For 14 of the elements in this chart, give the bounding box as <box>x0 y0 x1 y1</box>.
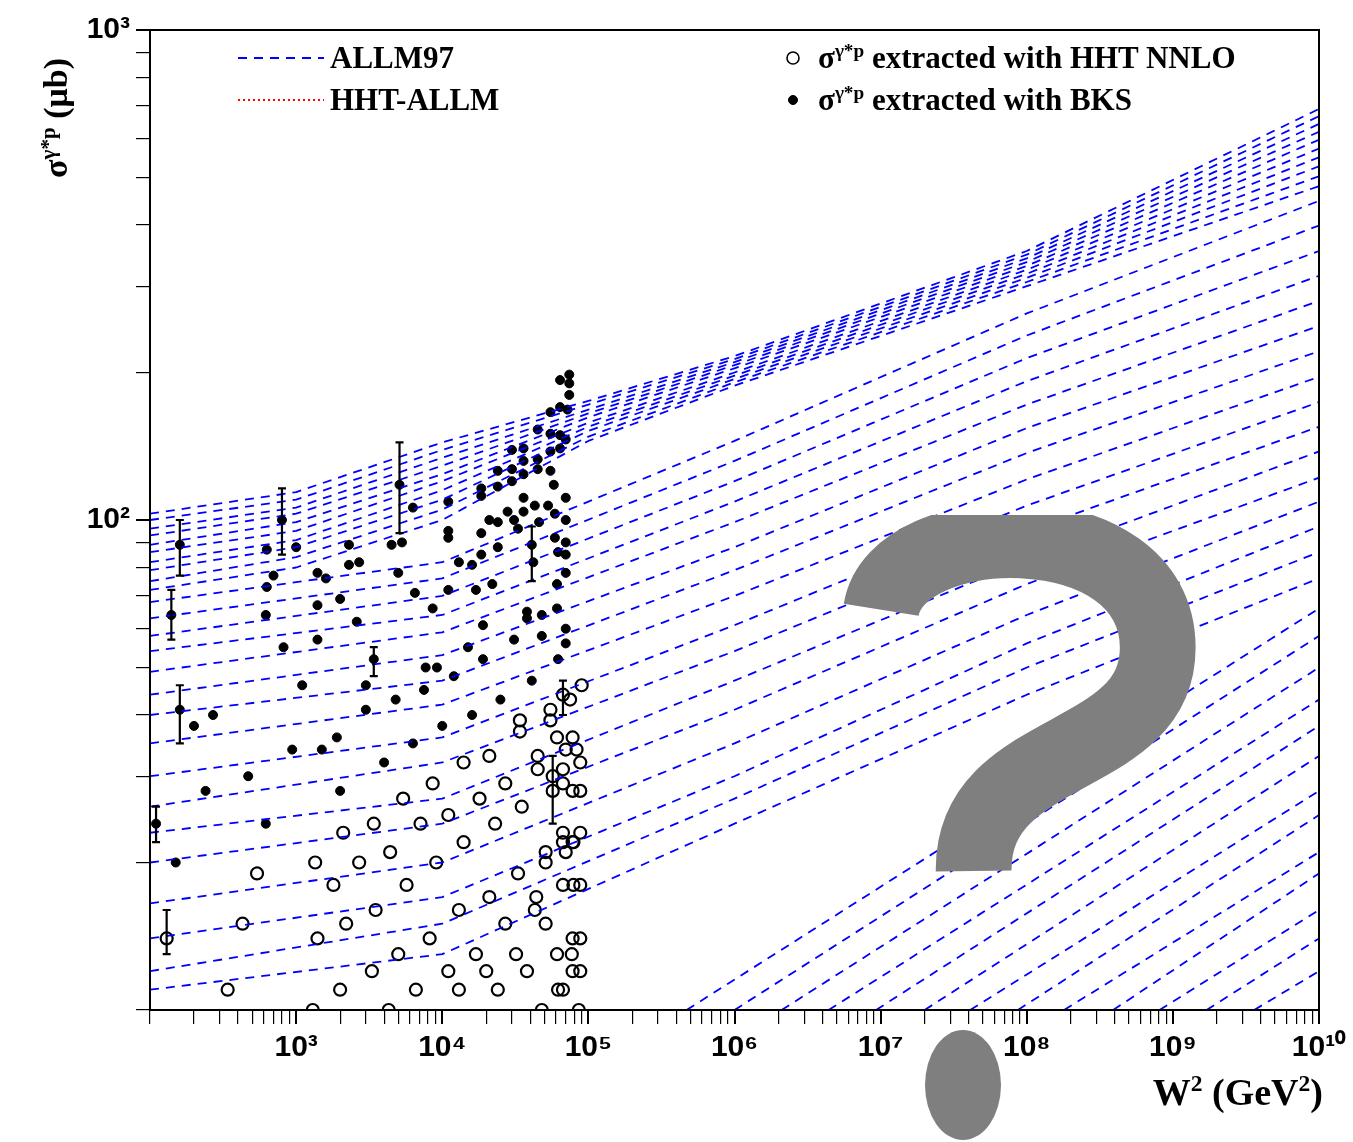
x-tick-label: 10⁴ <box>418 1029 467 1063</box>
x-tick-label: 10¹⁰ <box>1291 1029 1347 1063</box>
y-tick-label: 10² <box>86 501 131 535</box>
legend-label: σ$^{γ*p}$ extracted with HHT NNLO <box>818 39 1236 77</box>
x-axis-title: W$^{2}$ (GeV$^{2}$) <box>1152 1070 1323 1114</box>
x-tick-label: 10⁹ <box>1149 1029 1197 1063</box>
x-tick-label: 10⁷ <box>857 1029 904 1063</box>
legend-label: ALLM97 <box>330 40 454 76</box>
x-tick-label: 10⁵ <box>564 1029 613 1063</box>
legend-label: HHT-ALLM <box>330 82 500 118</box>
x-tick-label: 10³ <box>274 1029 318 1063</box>
x-tick-label: 10⁶ <box>710 1029 759 1063</box>
x-tick-label: 10⁸ <box>1002 1029 1051 1063</box>
legend-label: σ$^{γ*p}$ extracted with BKS <box>818 81 1132 119</box>
